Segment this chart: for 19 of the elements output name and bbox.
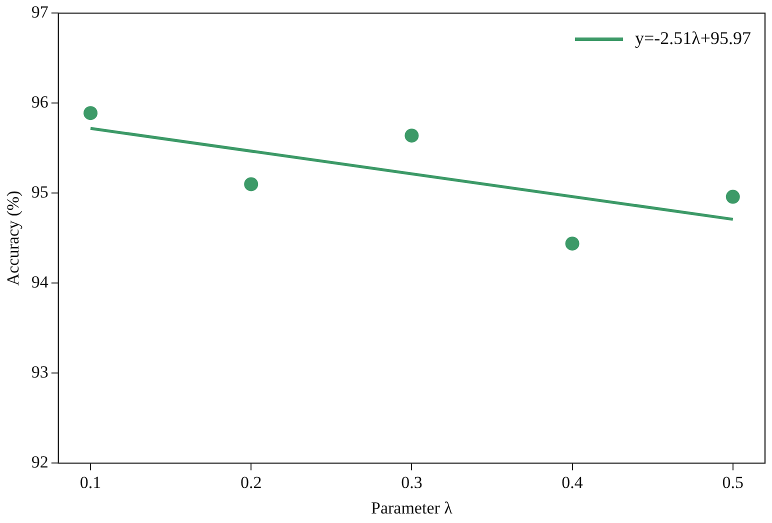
point bbox=[84, 106, 98, 120]
y-tick-label: 94 bbox=[31, 272, 49, 292]
x-tick-label: 0.1 bbox=[80, 472, 102, 492]
x-tick-label: 0.2 bbox=[240, 472, 262, 492]
y-tick-label: 96 bbox=[31, 92, 48, 112]
y-tick-label: 92 bbox=[31, 452, 48, 472]
point bbox=[726, 190, 740, 204]
point bbox=[404, 128, 419, 143]
x-tick-label: 0.5 bbox=[722, 472, 744, 492]
y-tick-label: 97 bbox=[31, 2, 49, 22]
point bbox=[565, 236, 580, 251]
legend-label: y=-2.51λ+95.97 bbox=[634, 28, 752, 48]
y-axis-title: Accuracy (%) bbox=[4, 190, 23, 286]
x-tick-label: 0.4 bbox=[562, 472, 584, 492]
x-tick-label: 0.3 bbox=[401, 472, 422, 492]
y-tick-label: 93 bbox=[31, 362, 48, 382]
point bbox=[244, 177, 258, 192]
x-axis-title: Parameter λ bbox=[370, 498, 454, 518]
y-tick-label: 95 bbox=[31, 182, 48, 202]
